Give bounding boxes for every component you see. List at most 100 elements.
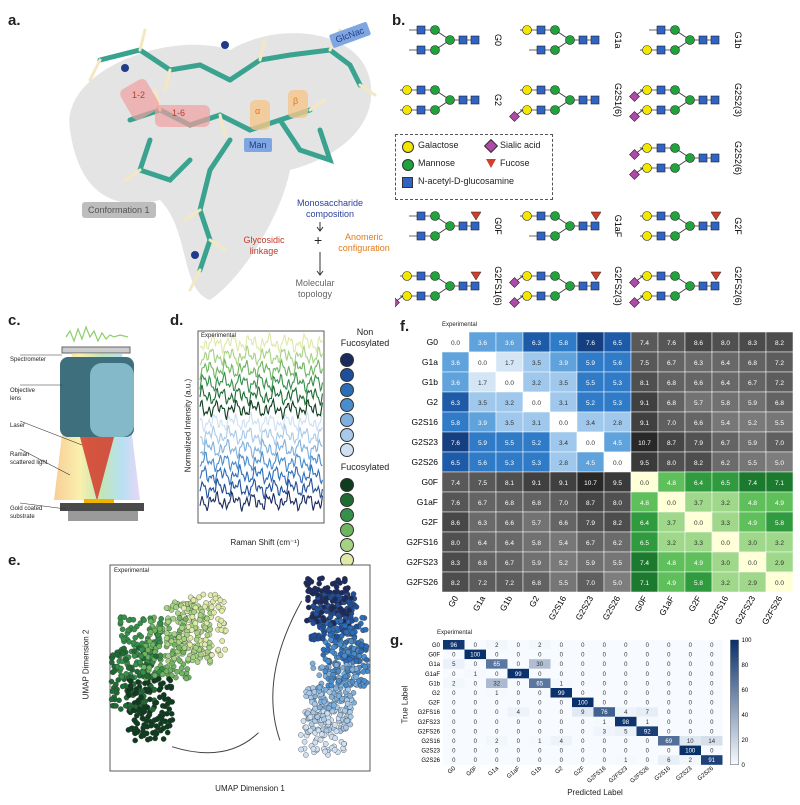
heatmap-value: 6.8 [478,560,487,567]
confusion-value: 0 [452,729,456,735]
confusion-cell [464,716,486,727]
heatmap-value: 3.0 [748,540,757,547]
confusion-cell [443,707,465,717]
heatmap-value: 5.8 [721,400,730,407]
confusion-value: 0 [667,691,671,697]
heatmap-value: 3.1 [559,400,568,407]
confusion-cell [658,640,680,650]
confusion-value: 0 [624,672,628,678]
confusion-cell [486,640,508,650]
heatmap-value: 0.0 [559,420,568,427]
confusion-value: 0 [603,758,607,764]
confusion-cell [443,755,465,765]
colorbar-tick: 0 [742,763,746,769]
confusion-value: 0 [646,672,650,678]
confusion-row-label: G0F [428,653,440,659]
heatmap-row-label: G2F [421,517,438,527]
heatmap-value: 6.6 [694,380,703,387]
confusion-value: 0 [689,653,693,659]
confusion-row-label: G2FS23 [418,720,441,726]
confusion-value: 0 [646,758,650,764]
confusion-value: 14 [708,739,715,745]
confusion-value: 100 [578,701,589,707]
confusion-cell [464,678,486,688]
raman-spectra-chart [197,330,325,524]
confusion-cell [443,640,465,650]
confusion-cell [529,755,551,765]
spectrum-g1a [199,477,323,500]
confusion-cell [615,726,637,736]
heatmap-value: 7.6 [451,500,460,507]
heatmap-value: 5.5 [748,460,757,467]
confusion-value: 6 [667,758,671,764]
heatmap-value: 5.5 [505,440,514,447]
spectrum-g0 [199,490,323,512]
confusion-value: 69 [665,739,672,745]
heatmap-value: 7.1 [640,580,649,587]
confusion-value: 0 [581,653,585,659]
confusion-value: 0 [581,662,585,668]
topology-arrows [316,222,324,276]
heatmap-value: 2.8 [613,420,622,427]
legend-swatch-g2fs16 [340,523,354,537]
sialic-acid-icon [483,138,499,154]
heatmap-value: 3.6 [505,340,514,347]
confusion-cell [658,678,680,688]
confusion-cell [615,678,637,688]
confusion-cell [486,668,508,679]
nonfuc-title: Non Fucosylated [340,327,390,348]
heatmap-row-label: G1b [422,377,438,387]
confusion-cell [486,755,508,765]
heatmap-value: 5.8 [532,540,541,547]
glycan-g2f: G2F [640,211,743,241]
heatmap-value: 6.2 [721,460,730,467]
confusion-value: 0 [603,672,607,678]
heatmap-value: 5.2 [748,420,757,427]
objective-lens-label: Objective lens [10,388,36,402]
heatmap-value: 0.0 [478,360,487,367]
confusion-cell [572,716,594,727]
confusion-cell [636,716,658,727]
confusion-cell [443,649,465,660]
heatmap-value: 3.5 [559,380,568,387]
confusion-cell [550,649,572,660]
confusion-cell [593,697,615,708]
confusion-value: 0 [689,701,693,707]
confusion-cell [593,659,615,669]
heatmap-row-label: G1a [422,357,438,367]
heatmap-value: 7.6 [586,340,595,347]
confusion-value: 0 [689,691,693,697]
confusion-value: 0 [517,720,521,726]
heatmap-value: 6.5 [640,540,649,547]
heatmap-value: 7.2 [775,360,784,367]
heatmap-value: 9.1 [532,480,541,487]
heatmap-value: 3.2 [721,500,730,507]
heatmap-value: 6.5 [451,460,460,467]
confusion-value: 9 [581,710,585,716]
heatmap-value: 5.2 [532,440,541,447]
heatmap-value: 6.4 [721,360,730,367]
heatmap-value: 5.0 [613,580,622,587]
confusion-value: 0 [560,749,564,755]
confusion-cell [443,726,465,736]
glycosidic-label: Glycosidic linkage [243,235,285,256]
confusion-value: 0 [710,672,714,678]
confusion-cell [507,745,529,756]
confusion-cell [464,745,486,756]
alpha-tag: α [255,106,261,116]
confusion-value: 0 [689,662,693,668]
heatmap-value: 7.4 [451,480,460,487]
heatmap-value: 0.0 [451,340,460,347]
glycan-name: G2S2(3) [733,83,743,117]
legend-swatch-g1a [340,368,354,382]
umap-nonfucosylated-cluster [298,575,371,758]
laser-label: Laser [10,423,26,429]
confusion-cell [572,736,594,746]
heatmap-value: 5.9 [532,560,541,567]
confusion-value: 0 [603,662,607,668]
heatmap-value: 0.0 [532,400,541,407]
heatmap-value: 6.7 [478,500,487,507]
heatmap-value: 6.8 [748,360,757,367]
heatmap-value: 3.6 [451,380,460,387]
heatmap-value: 1.7 [478,380,487,387]
